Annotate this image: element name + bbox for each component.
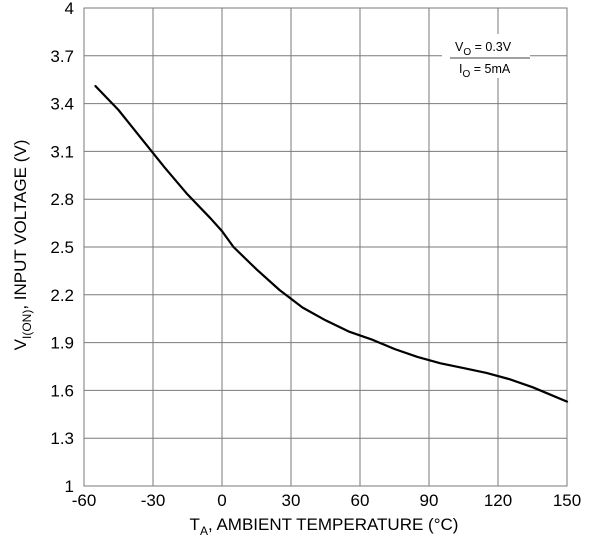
y-tick-label: 3.7 xyxy=(50,47,74,66)
y-tick-label: 3.1 xyxy=(50,142,74,161)
y-tick-label: 1.6 xyxy=(50,381,74,400)
conditions-box xyxy=(442,34,530,78)
x-axis-label: TA, AMBIENT TEMPERATURE (°C) xyxy=(190,515,459,538)
y-tick-label: 1.3 xyxy=(50,429,74,448)
y-tick-label: 1 xyxy=(65,477,74,496)
x-tick-label: 30 xyxy=(282,491,301,510)
x-tick-label: 0 xyxy=(217,491,226,510)
plot-frame xyxy=(83,7,568,487)
x-axis-ticks: -60 -30 0 30 60 90 120 150 xyxy=(72,491,581,510)
y-tick-label: 3.4 xyxy=(50,95,74,114)
y-tick-label: 2.5 xyxy=(50,238,74,257)
y-axis-ticks: 1 1.3 1.6 1.9 2.2 2.5 2.8 3.1 3.4 3.7 4 xyxy=(50,0,74,496)
y-tick-label: 2.8 xyxy=(50,190,74,209)
y-axis-label: VI(ON), INPUT VOLTAGE (V) xyxy=(11,140,34,351)
y-tick-label: 1.9 xyxy=(50,334,74,353)
x-tick-label: 120 xyxy=(484,491,512,510)
x-tick-label: -60 xyxy=(72,491,97,510)
x-tick-label: -30 xyxy=(141,491,166,510)
x-tick-label: 60 xyxy=(351,491,370,510)
condition-vo: VO = 0.3V xyxy=(455,40,512,58)
series-line xyxy=(94,85,569,403)
y-tick-label: 2.2 xyxy=(50,286,74,305)
x-tick-label: 150 xyxy=(553,491,581,510)
condition-io: IO = 5mA xyxy=(459,62,511,80)
x-tick-label: 90 xyxy=(420,491,439,510)
y-tick-label: 4 xyxy=(65,0,74,18)
